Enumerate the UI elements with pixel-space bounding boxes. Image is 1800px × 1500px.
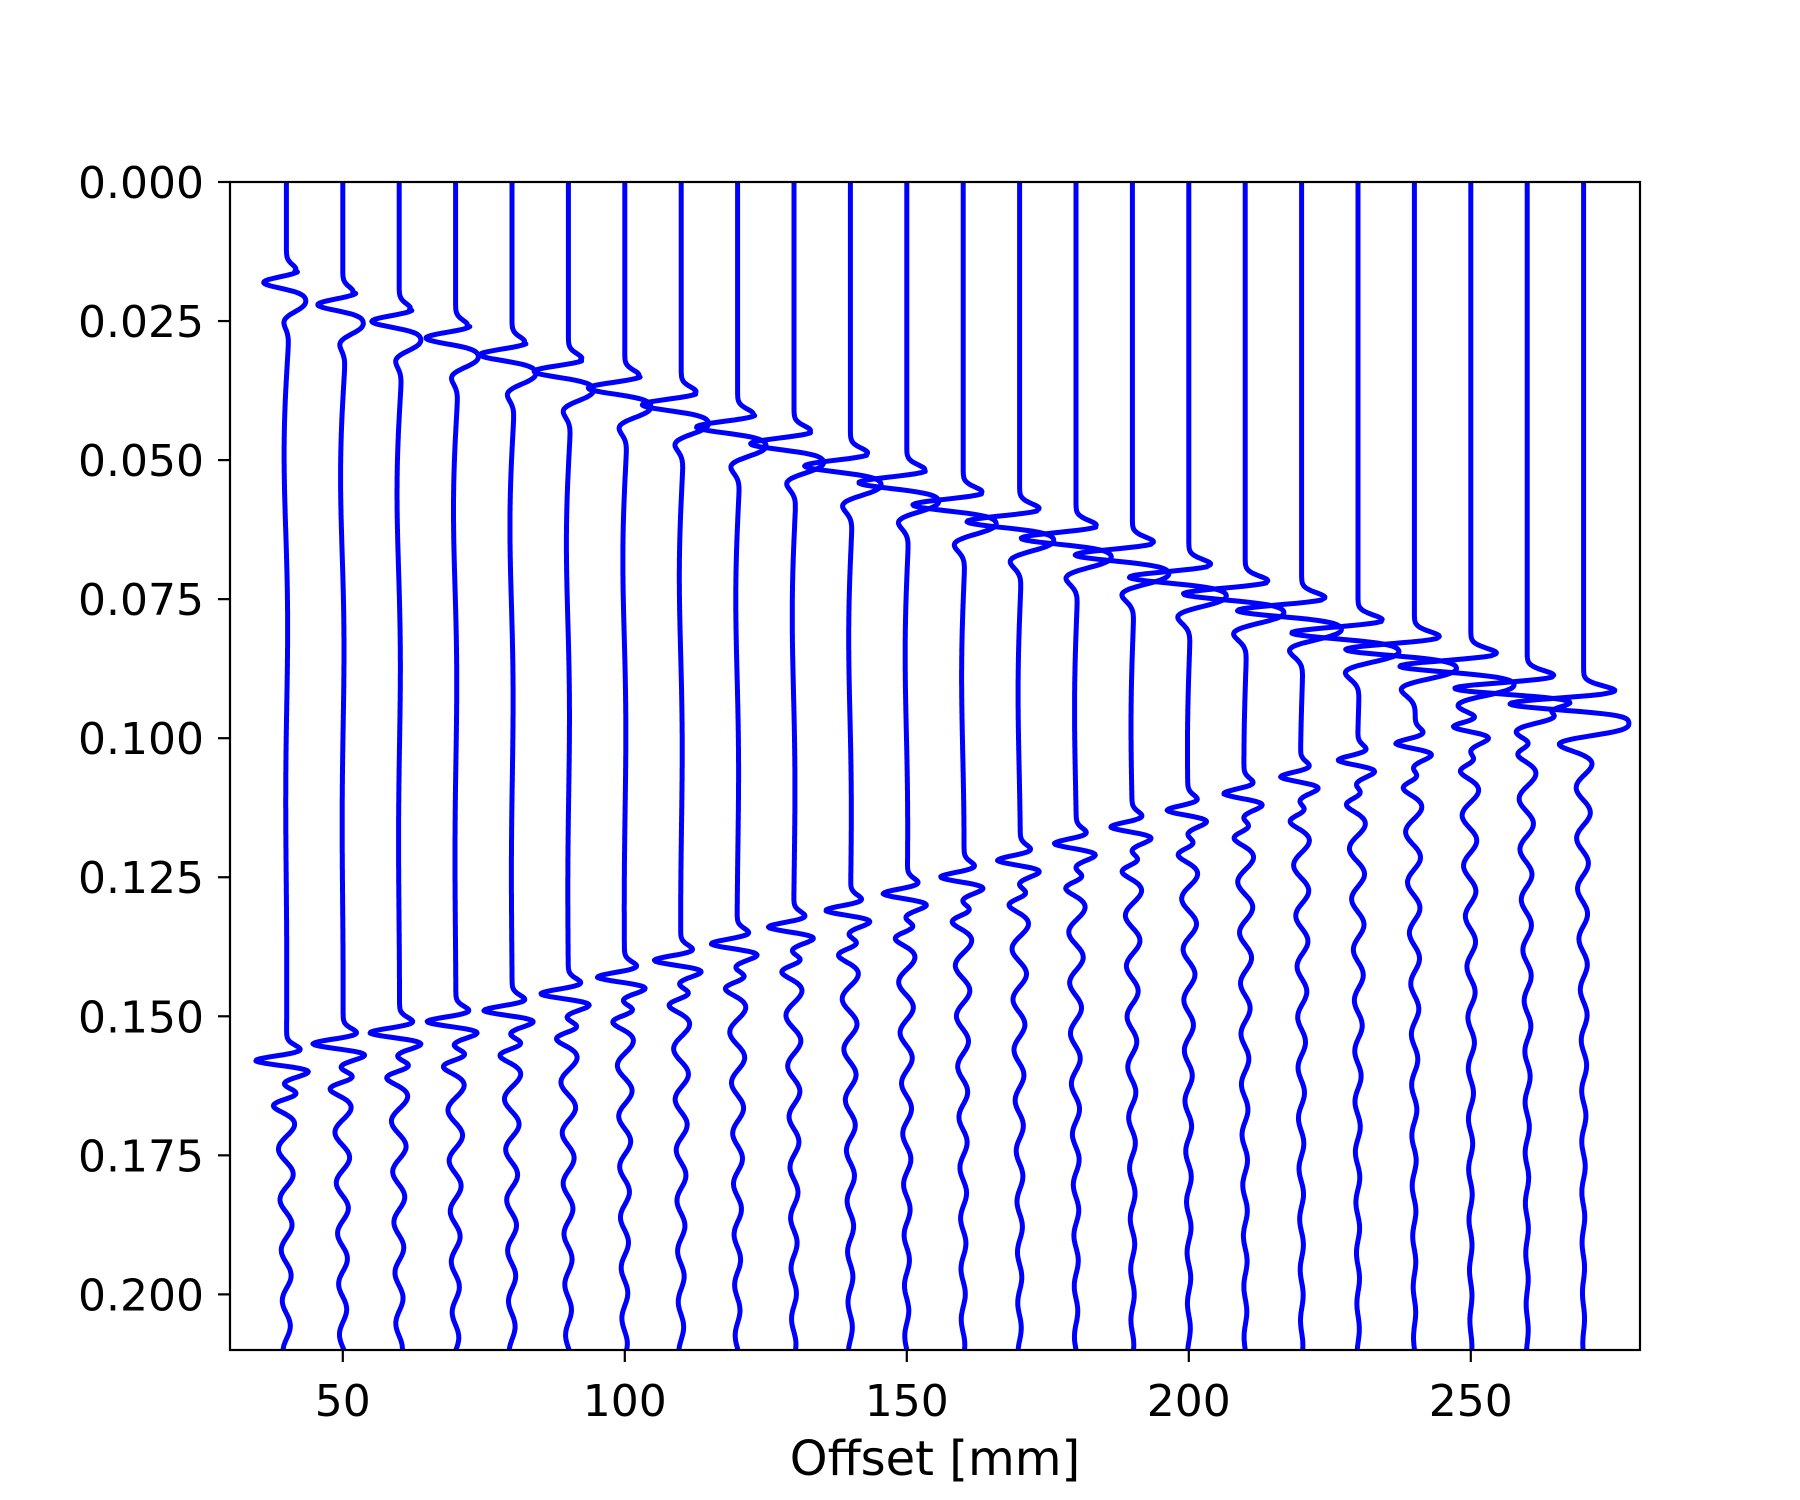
x-axis: 50 100 150 200 250 <box>315 1350 1513 1427</box>
trace-offset-40 <box>253 182 311 1350</box>
trace-offset-130 <box>748 182 827 1350</box>
y-tick-label: 0.050 <box>78 436 204 487</box>
y-axis: 0.000 0.025 0.050 0.075 0.100 0.125 0.150 0.175… <box>78 158 230 1321</box>
trace-offset-90 <box>531 182 596 1350</box>
x-tick-label: 150 <box>865 1376 949 1427</box>
y-tick-label: 0.025 <box>78 297 204 348</box>
trace-offset-100 <box>585 182 654 1350</box>
trace-offset-150 <box>856 182 942 1350</box>
trace-offset-250 <box>1397 182 1517 1350</box>
trace-offset-60 <box>367 182 424 1350</box>
y-tick-label: 0.100 <box>78 714 204 765</box>
trace-offset-160 <box>910 182 999 1350</box>
y-tick-label: 0.075 <box>78 575 204 626</box>
trace-offset-50 <box>310 182 367 1350</box>
trace-offset-110 <box>639 182 711 1350</box>
trace-offset-260 <box>1452 182 1573 1350</box>
trace-offset-80 <box>477 182 539 1350</box>
trace-offset-180 <box>1018 182 1114 1350</box>
trace-offset-190 <box>1072 182 1172 1350</box>
trace-offset-270 <box>1507 182 1632 1350</box>
y-tick-label: 0.125 <box>78 853 204 904</box>
trace-offset-230 <box>1289 182 1402 1350</box>
y-tick-label: 0.000 <box>78 158 204 209</box>
y-tick-label: 0.200 <box>78 1270 204 1321</box>
trace-offset-200 <box>1126 182 1229 1350</box>
trace-offset-240 <box>1343 182 1459 1350</box>
trace-offset-140 <box>802 182 884 1350</box>
x-axis-label: Offset [mm] <box>790 1431 1080 1487</box>
traces-group <box>253 182 1632 1350</box>
x-tick-label: 250 <box>1429 1376 1513 1427</box>
x-tick-label: 100 <box>583 1376 667 1427</box>
x-tick-label: 50 <box>315 1376 371 1427</box>
plot-frame <box>228 180 1642 1352</box>
trace-offset-120 <box>694 182 769 1350</box>
trace-offset-70 <box>423 182 481 1350</box>
x-tick-label: 200 <box>1147 1376 1231 1427</box>
trace-offset-220 <box>1235 182 1344 1350</box>
y-tick-label: 0.175 <box>78 1131 204 1182</box>
y-tick-label: 0.150 <box>78 992 204 1043</box>
trace-offset-170 <box>964 182 1057 1350</box>
trace-offset-210 <box>1181 182 1287 1350</box>
